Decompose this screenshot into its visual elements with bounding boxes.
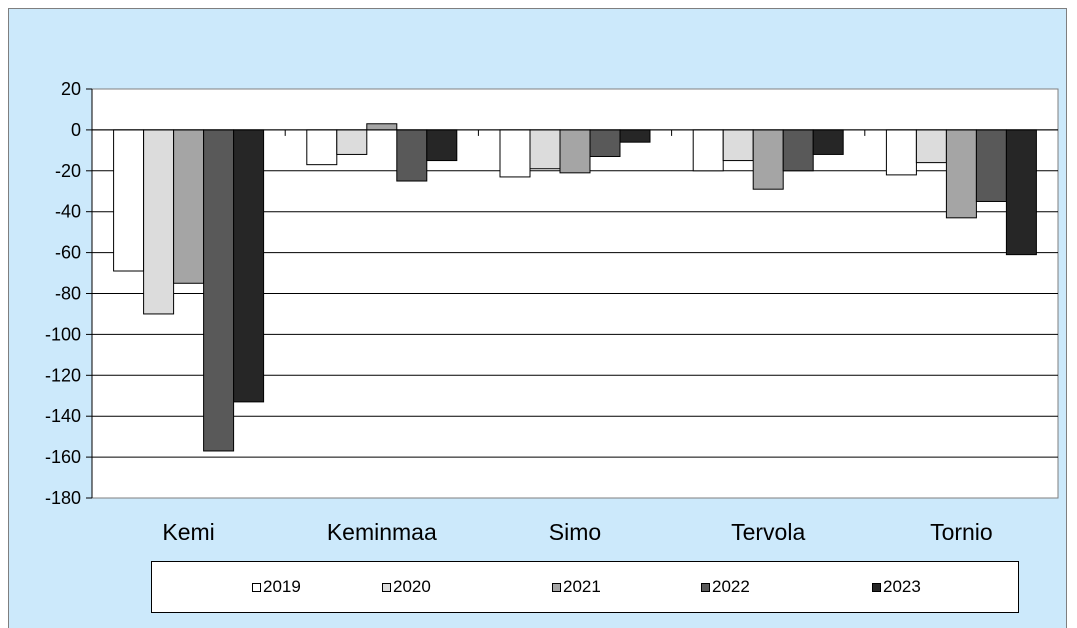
bar-tornio-2023 (1005, 129, 1037, 256)
bar-simo-2022 (589, 129, 621, 157)
bar-tornio-2022 (975, 129, 1007, 202)
legend-item-2020: 2020 (382, 577, 431, 597)
bar-simo-2023 (619, 129, 651, 143)
y-tick-label: -20 (55, 161, 81, 181)
legend-label: 2020 (393, 577, 431, 596)
bar-simo-2019 (499, 129, 531, 178)
bar-tervola-2021 (752, 129, 784, 190)
bar-kemi-2019 (113, 129, 145, 272)
bar-tornio-2021 (945, 129, 977, 219)
x-axis-ticks (284, 129, 866, 136)
y-axis-ticks: 20 0 -20 -40 -60 -80 -100 -120 -140 -160 -180 (45, 79, 92, 508)
category-label: Tervola (731, 519, 805, 545)
y-tick-label: -180 (45, 488, 81, 508)
bar-tervola-2020 (722, 129, 754, 162)
y-tick-label: -80 (55, 284, 81, 304)
bar-simo-2021 (559, 129, 591, 174)
y-tick-label: -60 (55, 243, 81, 263)
y-tick-label: -140 (45, 406, 81, 426)
bar-keminmaa-2019 (306, 129, 338, 166)
legend-label: 2023 (883, 577, 921, 596)
bars (113, 123, 1037, 452)
legend-label: 2021 (563, 577, 601, 596)
bar-kemi-2023 (233, 129, 265, 403)
bar-tervola-2019 (692, 129, 724, 172)
bar-tornio-2019 (885, 129, 917, 176)
y-tick-label: -120 (45, 365, 81, 385)
y-tick-label: 0 (71, 120, 81, 140)
bar-tornio-2020 (915, 129, 947, 164)
bar-tervola-2022 (782, 129, 814, 172)
bar-keminmaa-2020 (336, 129, 368, 155)
category-label: Tornio (930, 519, 993, 545)
legend: 2019 2020 2021 2022 2023 (151, 561, 1019, 613)
y-tick-label: -40 (55, 202, 81, 222)
bar-kemi-2021 (173, 129, 205, 284)
legend-label: 2019 (263, 577, 301, 596)
bar-keminmaa-2021 (366, 123, 398, 131)
legend-label: 2022 (712, 577, 750, 596)
legend-item-2023: 2023 (872, 577, 921, 597)
legend-swatch (252, 582, 261, 592)
y-tick-label: -160 (45, 447, 81, 467)
legend-swatch (552, 582, 561, 592)
legend-item-2019: 2019 (252, 577, 301, 597)
bar-tervola-2023 (812, 129, 844, 155)
legend-swatch (701, 582, 710, 592)
bar-kemi-2022 (203, 129, 235, 452)
bar-keminmaa-2023 (426, 129, 458, 162)
bar-keminmaa-2022 (396, 129, 428, 182)
legend-item-2021: 2021 (552, 577, 601, 597)
bar-kemi-2020 (143, 129, 175, 315)
category-label: Simo (549, 519, 601, 545)
category-labels: Kemi Keminmaa Simo Tervola Tornio (162, 519, 992, 545)
legend-swatch (382, 582, 391, 592)
legend-item-2022: 2022 (701, 577, 750, 597)
category-label: Kemi (162, 519, 214, 545)
legend-swatch (872, 582, 881, 592)
y-tick-label: -100 (45, 324, 81, 344)
y-tick-label: 20 (61, 79, 81, 99)
bar-simo-2020 (529, 129, 561, 170)
category-label: Keminmaa (327, 519, 437, 545)
